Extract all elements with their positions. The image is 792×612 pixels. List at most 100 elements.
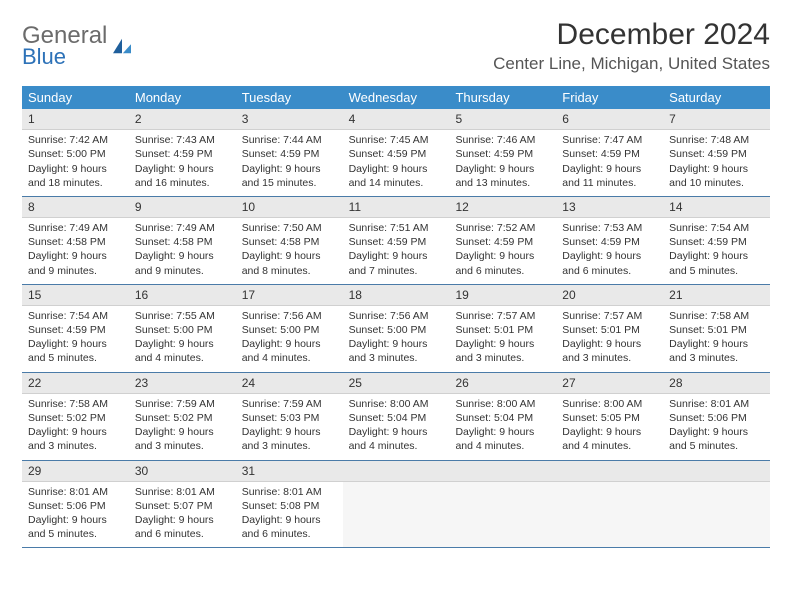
- day-content: Sunrise: 7:47 AMSunset: 4:59 PMDaylight:…: [556, 130, 663, 196]
- day-sunset: Sunset: 4:58 PM: [135, 235, 230, 249]
- day-content: Sunrise: 7:42 AMSunset: 5:00 PMDaylight:…: [22, 130, 129, 196]
- day-sunrise: Sunrise: 7:56 AM: [242, 309, 337, 323]
- day-sunset: Sunset: 5:00 PM: [349, 323, 444, 337]
- day-content: Sunrise: 7:59 AMSunset: 5:03 PMDaylight:…: [236, 394, 343, 460]
- day-dl2: and 3 minutes.: [135, 439, 230, 453]
- day-dl2: and 5 minutes.: [28, 527, 123, 541]
- day-sunset: Sunset: 5:06 PM: [28, 499, 123, 513]
- day-content: Sunrise: 7:54 AMSunset: 4:59 PMDaylight:…: [663, 218, 770, 284]
- day-number: 20: [556, 285, 663, 306]
- day-dl2: and 8 minutes.: [242, 264, 337, 278]
- day-dl2: and 6 minutes.: [135, 527, 230, 541]
- day-cell: 3Sunrise: 7:44 AMSunset: 4:59 PMDaylight…: [236, 109, 343, 196]
- day-sunset: Sunset: 4:59 PM: [455, 235, 550, 249]
- day-dl1: Daylight: 9 hours: [28, 162, 123, 176]
- day-sunrise: Sunrise: 7:50 AM: [242, 221, 337, 235]
- day-dl2: and 4 minutes.: [135, 351, 230, 365]
- day-cell: 10Sunrise: 7:50 AMSunset: 4:58 PMDayligh…: [236, 197, 343, 284]
- day-dl2: and 18 minutes.: [28, 176, 123, 190]
- day-dl2: and 13 minutes.: [455, 176, 550, 190]
- day-sunset: Sunset: 4:59 PM: [669, 147, 764, 161]
- day-number: 30: [129, 461, 236, 482]
- day-content: Sunrise: 7:57 AMSunset: 5:01 PMDaylight:…: [449, 306, 556, 372]
- day-cell: 12Sunrise: 7:52 AMSunset: 4:59 PMDayligh…: [449, 197, 556, 284]
- day-dl2: and 5 minutes.: [28, 351, 123, 365]
- day-number: 11: [343, 197, 450, 218]
- day-dl1: Daylight: 9 hours: [455, 249, 550, 263]
- day-dl2: and 3 minutes.: [349, 351, 444, 365]
- day-sunset: Sunset: 5:03 PM: [242, 411, 337, 425]
- day-dl2: and 3 minutes.: [455, 351, 550, 365]
- day-sunset: Sunset: 4:59 PM: [562, 235, 657, 249]
- day-number: 29: [22, 461, 129, 482]
- day-content: Sunrise: 7:54 AMSunset: 4:59 PMDaylight:…: [22, 306, 129, 372]
- day-dl1: Daylight: 9 hours: [135, 249, 230, 263]
- day-sunset: Sunset: 4:59 PM: [349, 147, 444, 161]
- day-cell: 6Sunrise: 7:47 AMSunset: 4:59 PMDaylight…: [556, 109, 663, 196]
- day-sunrise: Sunrise: 7:56 AM: [349, 309, 444, 323]
- week-row: 15Sunrise: 7:54 AMSunset: 4:59 PMDayligh…: [22, 285, 770, 373]
- day-sunset: Sunset: 5:01 PM: [562, 323, 657, 337]
- day-content: Sunrise: 7:52 AMSunset: 4:59 PMDaylight:…: [449, 218, 556, 284]
- day-number: 8: [22, 197, 129, 218]
- day-number: 10: [236, 197, 343, 218]
- day-cell: 30Sunrise: 8:01 AMSunset: 5:07 PMDayligh…: [129, 461, 236, 548]
- day-cell: 23Sunrise: 7:59 AMSunset: 5:02 PMDayligh…: [129, 373, 236, 460]
- day-sunrise: Sunrise: 7:57 AM: [455, 309, 550, 323]
- day-dl2: and 15 minutes.: [242, 176, 337, 190]
- day-dl2: and 4 minutes.: [455, 439, 550, 453]
- title-block: December 2024 Center Line, Michigan, Uni…: [493, 18, 770, 74]
- day-number: 2: [129, 109, 236, 130]
- day-content: Sunrise: 7:43 AMSunset: 4:59 PMDaylight:…: [129, 130, 236, 196]
- day-sunset: Sunset: 4:59 PM: [242, 147, 337, 161]
- day-sunset: Sunset: 4:59 PM: [562, 147, 657, 161]
- day-cell: 11Sunrise: 7:51 AMSunset: 4:59 PMDayligh…: [343, 197, 450, 284]
- day-cell: 29Sunrise: 8:01 AMSunset: 5:06 PMDayligh…: [22, 461, 129, 548]
- day-sunset: Sunset: 5:02 PM: [28, 411, 123, 425]
- day-dl1: Daylight: 9 hours: [135, 162, 230, 176]
- day-sunrise: Sunrise: 7:59 AM: [242, 397, 337, 411]
- day-of-week-header: Saturday: [663, 86, 770, 109]
- day-content: Sunrise: 7:59 AMSunset: 5:02 PMDaylight:…: [129, 394, 236, 460]
- day-sunset: Sunset: 4:59 PM: [669, 235, 764, 249]
- day-cell: 17Sunrise: 7:56 AMSunset: 5:00 PMDayligh…: [236, 285, 343, 372]
- day-content: Sunrise: 8:01 AMSunset: 5:07 PMDaylight:…: [129, 482, 236, 548]
- day-number-empty: [449, 461, 556, 482]
- day-dl2: and 14 minutes.: [349, 176, 444, 190]
- day-sunrise: Sunrise: 7:49 AM: [135, 221, 230, 235]
- day-sunrise: Sunrise: 7:51 AM: [349, 221, 444, 235]
- day-cell: 5Sunrise: 7:46 AMSunset: 4:59 PMDaylight…: [449, 109, 556, 196]
- day-number: 6: [556, 109, 663, 130]
- day-dl1: Daylight: 9 hours: [135, 513, 230, 527]
- day-number: 27: [556, 373, 663, 394]
- day-dl1: Daylight: 9 hours: [28, 513, 123, 527]
- day-dl2: and 4 minutes.: [562, 439, 657, 453]
- day-number: 15: [22, 285, 129, 306]
- day-sunrise: Sunrise: 8:00 AM: [349, 397, 444, 411]
- day-cell: 8Sunrise: 7:49 AMSunset: 4:58 PMDaylight…: [22, 197, 129, 284]
- day-cell: 20Sunrise: 7:57 AMSunset: 5:01 PMDayligh…: [556, 285, 663, 372]
- day-content: Sunrise: 7:44 AMSunset: 4:59 PMDaylight:…: [236, 130, 343, 196]
- day-dl1: Daylight: 9 hours: [135, 425, 230, 439]
- day-sunrise: Sunrise: 8:01 AM: [669, 397, 764, 411]
- day-number-empty: [343, 461, 450, 482]
- day-dl2: and 6 minutes.: [455, 264, 550, 278]
- day-dl1: Daylight: 9 hours: [242, 513, 337, 527]
- day-content: Sunrise: 8:00 AMSunset: 5:05 PMDaylight:…: [556, 394, 663, 460]
- day-cell: 19Sunrise: 7:57 AMSunset: 5:01 PMDayligh…: [449, 285, 556, 372]
- day-cell: 22Sunrise: 7:58 AMSunset: 5:02 PMDayligh…: [22, 373, 129, 460]
- day-dl1: Daylight: 9 hours: [242, 337, 337, 351]
- day-dl1: Daylight: 9 hours: [562, 425, 657, 439]
- day-cell: 16Sunrise: 7:55 AMSunset: 5:00 PMDayligh…: [129, 285, 236, 372]
- day-sunset: Sunset: 5:00 PM: [242, 323, 337, 337]
- day-dl2: and 6 minutes.: [562, 264, 657, 278]
- day-content: Sunrise: 7:56 AMSunset: 5:00 PMDaylight:…: [343, 306, 450, 372]
- day-dl2: and 3 minutes.: [242, 439, 337, 453]
- day-sunrise: Sunrise: 7:43 AM: [135, 133, 230, 147]
- day-cell: 18Sunrise: 7:56 AMSunset: 5:00 PMDayligh…: [343, 285, 450, 372]
- day-number: 25: [343, 373, 450, 394]
- day-sunrise: Sunrise: 8:00 AM: [455, 397, 550, 411]
- weeks-container: 1Sunrise: 7:42 AMSunset: 5:00 PMDaylight…: [22, 109, 770, 548]
- day-cell: 27Sunrise: 8:00 AMSunset: 5:05 PMDayligh…: [556, 373, 663, 460]
- day-sunrise: Sunrise: 8:01 AM: [135, 485, 230, 499]
